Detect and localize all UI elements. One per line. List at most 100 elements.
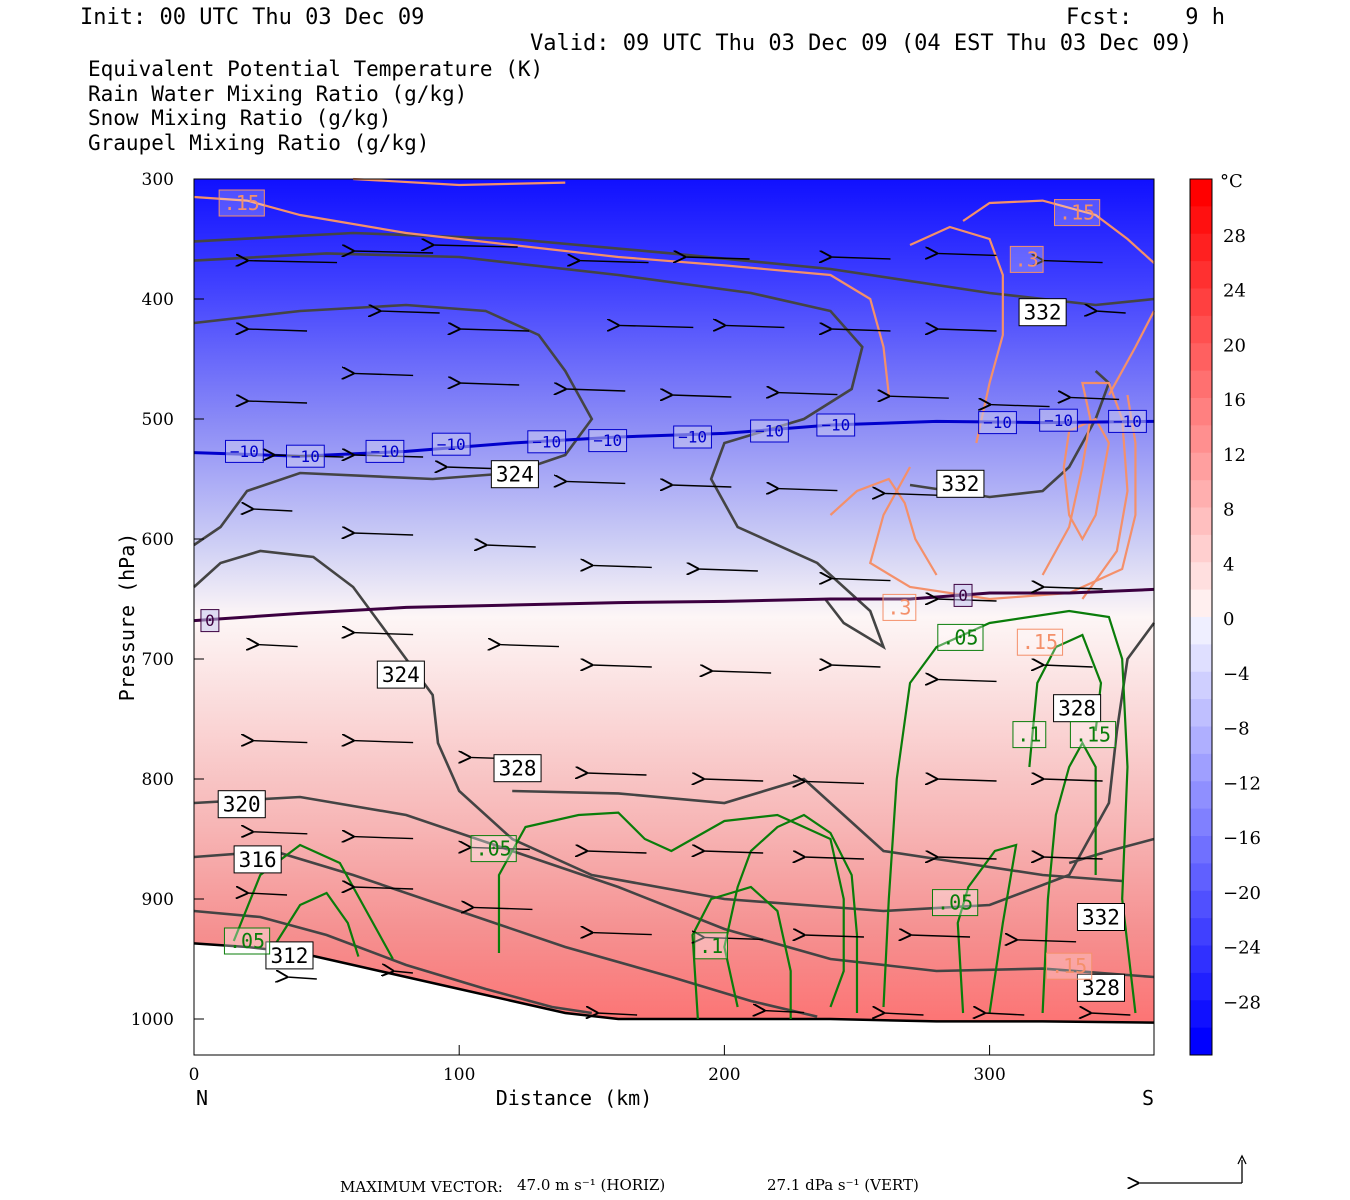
wind-vector bbox=[777, 489, 838, 491]
isotherm-label-group: −10 bbox=[1108, 409, 1147, 433]
rain-label-group: .15 bbox=[1069, 721, 1117, 749]
wind-vector bbox=[830, 665, 881, 667]
colorbar-band bbox=[1190, 863, 1212, 892]
theta-e-label-group: 328 bbox=[493, 754, 542, 783]
wind-vector bbox=[499, 645, 559, 647]
snow-label: .15 bbox=[1059, 201, 1095, 225]
wind-vector bbox=[252, 832, 308, 834]
isotherm-label-box bbox=[286, 444, 325, 468]
wind-vector bbox=[889, 396, 949, 398]
isotherm-label: −10 bbox=[678, 428, 707, 447]
wind-vector bbox=[1043, 779, 1103, 781]
wind-vector bbox=[937, 857, 997, 859]
theta-e-contour bbox=[193, 549, 1156, 913]
rain-label-group: .05 bbox=[932, 889, 979, 917]
rain-contour bbox=[272, 891, 360, 957]
theta-e-label-box bbox=[376, 660, 425, 689]
wind-vector bbox=[486, 545, 536, 547]
wind-vector bbox=[910, 935, 971, 937]
colorbar-tick-label: −8 bbox=[1223, 719, 1250, 740]
wind-vector bbox=[671, 485, 732, 487]
theta-e-label-group: 328 bbox=[1053, 694, 1102, 723]
wind-vector bbox=[703, 851, 764, 853]
wind-vector bbox=[470, 847, 530, 849]
theta-e-contour bbox=[193, 252, 887, 651]
wind-vector bbox=[393, 971, 413, 973]
wind-vector bbox=[459, 329, 530, 331]
isotherm-label: −10 bbox=[821, 416, 850, 435]
theta-e-label-group: 328 bbox=[1076, 973, 1125, 1002]
wind-vector bbox=[597, 1013, 638, 1015]
y-tick-label: 300 bbox=[142, 170, 174, 190]
wind-vector bbox=[586, 773, 647, 775]
isotherm-label-group: −10 bbox=[588, 429, 628, 453]
isotherm-label-group: −10 bbox=[365, 439, 405, 463]
theta-e-label: 328 bbox=[499, 757, 537, 781]
snow-label-group: .15 bbox=[1046, 952, 1093, 980]
isotherm-label: −10 bbox=[370, 442, 399, 461]
rain-label: .05 bbox=[942, 625, 978, 649]
wind-vector bbox=[353, 251, 434, 253]
colorbar-band bbox=[1190, 808, 1212, 837]
wind-vector bbox=[703, 937, 764, 939]
snow-label: .3 bbox=[887, 595, 911, 619]
isotherm-label-group: −10 bbox=[527, 430, 567, 454]
snow-contour bbox=[962, 199, 1155, 264]
rain-label: .05 bbox=[937, 891, 973, 915]
rain-label: .1 bbox=[1017, 723, 1041, 747]
colorbar-tick-label: −12 bbox=[1223, 773, 1261, 794]
init-time: Init: 00 UTC Thu 03 Dec 09 bbox=[80, 5, 425, 30]
colorbar-tick-label: −24 bbox=[1223, 938, 1261, 959]
wind-vector bbox=[579, 261, 649, 263]
colorbar-band bbox=[1190, 288, 1212, 317]
wind-vector bbox=[433, 245, 518, 247]
colorbar-band bbox=[1190, 644, 1212, 673]
theta-e-contour bbox=[193, 231, 1155, 307]
wind-vector bbox=[353, 373, 414, 375]
theta-e-label: 332 bbox=[1082, 905, 1120, 929]
wind-vector bbox=[353, 887, 414, 889]
colorbar-band bbox=[1190, 918, 1212, 946]
x-tick-label: 100 bbox=[443, 1065, 475, 1085]
rain-label-group: .1 bbox=[1012, 721, 1047, 749]
rain-label: .05 bbox=[476, 837, 512, 861]
snow-label-box bbox=[1016, 628, 1064, 656]
y-tick-label: 500 bbox=[142, 410, 174, 430]
isotherm-label-group: −10 bbox=[431, 432, 471, 456]
isotherm-label: −10 bbox=[983, 413, 1012, 432]
snow-label: .3 bbox=[1015, 247, 1039, 271]
snow-label-group: .3 bbox=[882, 593, 917, 621]
isotherm-label-group: −10 bbox=[750, 419, 789, 443]
wind-vector bbox=[353, 533, 414, 535]
theta-e-label: 332 bbox=[941, 472, 979, 496]
theta-e-label: 324 bbox=[496, 463, 534, 487]
theta-e-label: 316 bbox=[239, 848, 277, 872]
rain-contour bbox=[1041, 740, 1097, 1014]
theta-e-label-group: 320 bbox=[217, 790, 266, 819]
rain-contour bbox=[497, 811, 845, 1008]
isotherm-label-box bbox=[200, 609, 220, 633]
rain-label-box bbox=[937, 623, 984, 651]
rain-contour bbox=[882, 609, 1137, 1014]
wind-vector bbox=[937, 253, 997, 255]
rain-label-group: .05 bbox=[223, 927, 271, 955]
colorbar-band bbox=[1190, 562, 1212, 591]
wind-vector bbox=[586, 851, 647, 853]
wind-vector bbox=[1043, 857, 1103, 859]
colorbar-band bbox=[1190, 534, 1212, 563]
wind-vector bbox=[353, 633, 414, 635]
wind-vector bbox=[247, 329, 308, 331]
colorbar-tick-label: 16 bbox=[1223, 390, 1246, 411]
colorbar-band bbox=[1190, 343, 1212, 372]
colorbar-band bbox=[1190, 507, 1212, 536]
ref-vector-vert-head bbox=[1237, 1154, 1247, 1165]
max-vector-vert: 27.1 dPa s⁻¹ (VERT) bbox=[767, 1176, 919, 1194]
isotherm-label-group: −10 bbox=[673, 425, 712, 449]
isotherm-label: −10 bbox=[532, 432, 561, 451]
theta-e-label-box bbox=[936, 469, 985, 498]
wind-vector bbox=[764, 1011, 805, 1013]
snow-label-box bbox=[1046, 952, 1093, 980]
y-tick-label: 400 bbox=[142, 290, 174, 310]
snow-label-group: .15 bbox=[1053, 199, 1101, 227]
snow-contour bbox=[353, 177, 566, 187]
